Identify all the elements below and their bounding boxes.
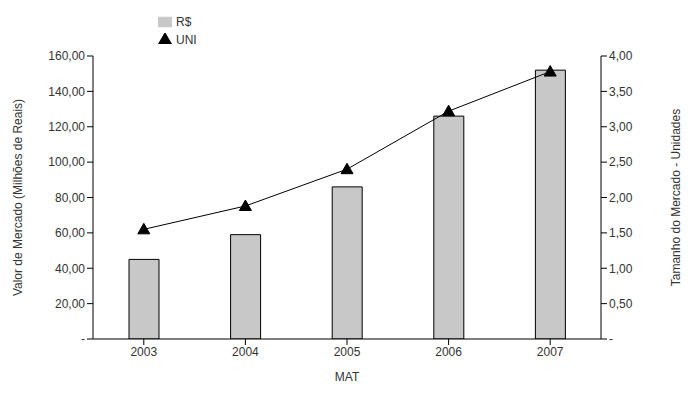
svg-text:140,00: 140,00 [48, 85, 85, 99]
svg-text:120,00: 120,00 [48, 120, 85, 134]
svg-text:1,50: 1,50 [609, 226, 633, 240]
svg-text:Valor de Mercado (Milhões de R: Valor de Mercado (Milhões de Reais) [11, 99, 25, 296]
svg-text:4,00: 4,00 [609, 49, 633, 63]
svg-text:2004: 2004 [232, 345, 259, 359]
svg-text:2006: 2006 [435, 345, 462, 359]
svg-text:-: - [609, 332, 613, 346]
svg-text:40,00: 40,00 [55, 262, 85, 276]
svg-text:80,00: 80,00 [55, 191, 85, 205]
svg-text:3,00: 3,00 [609, 120, 633, 134]
svg-text:2007: 2007 [537, 345, 564, 359]
svg-text:Tamanho do Mercado - Unidades: Tamanho do Mercado - Unidades [669, 109, 683, 286]
svg-text:-: - [81, 332, 85, 346]
svg-text:100,00: 100,00 [48, 155, 85, 169]
svg-text:MAT: MAT [335, 370, 360, 384]
html-text:R$: R$ [176, 15, 192, 29]
svg-text:2005: 2005 [334, 345, 361, 359]
svg-text:2,50: 2,50 [609, 155, 633, 169]
svg-text:3,50: 3,50 [609, 85, 633, 99]
svg-text:0,50: 0,50 [609, 297, 633, 311]
svg-text:2003: 2003 [130, 345, 157, 359]
svg-text:160,00: 160,00 [48, 49, 85, 63]
html-text:UNI: UNI [176, 33, 197, 47]
svg-text:20,00: 20,00 [55, 297, 85, 311]
svg-text:1,00: 1,00 [609, 262, 633, 276]
svg-text:60,00: 60,00 [55, 226, 85, 240]
svg-text:2,00: 2,00 [609, 191, 633, 205]
